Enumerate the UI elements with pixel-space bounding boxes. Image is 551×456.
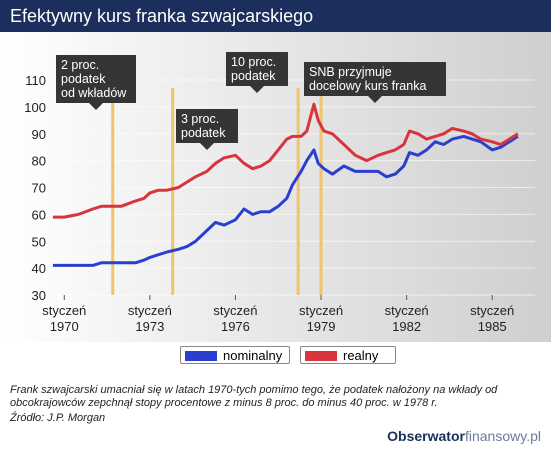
callout-line: SNB przyjmuje: [309, 65, 392, 79]
x-tick-label-year: 1973: [135, 319, 164, 334]
callout-line: 3 proc.: [181, 112, 220, 126]
chart-caption: Frank szwajcarski umacniał się w latach …: [10, 384, 498, 409]
legend-label-nominal: nominalny: [223, 348, 283, 363]
callout-tax-3: 3 proc. podatek: [176, 109, 238, 150]
y-tick-label: 60: [32, 207, 46, 222]
brand-part2: finansowy.pl: [464, 428, 541, 444]
chart-source: Źródło: J.P. Morgan: [10, 412, 106, 424]
x-tick-label-month: styczeń: [299, 303, 343, 318]
x-tick-label-year: 1979: [307, 319, 336, 334]
series-line-nominal: [52, 134, 519, 267]
y-tick-label: 70: [32, 181, 46, 196]
chart-legend: nominalny realny: [180, 346, 420, 366]
x-tick-label-month: styczeń: [213, 303, 257, 318]
callout-line: docelowy kurs franka: [309, 79, 427, 93]
chart-title: Efektywny kurs franka szwajcarskiego: [0, 0, 551, 32]
callout-line: od wkładów: [61, 86, 127, 100]
x-tick-label-year: 1985: [478, 319, 507, 334]
legend-swatch-nominal: [185, 351, 217, 361]
brand-logo: Obserwatorfinansowy.pl: [387, 428, 541, 444]
y-tick-label: 30: [32, 288, 46, 303]
legend-item-real: realny: [300, 346, 396, 364]
y-tick-label: 100: [24, 100, 46, 115]
y-tick-label: 80: [32, 154, 46, 169]
legend-item-nominal: nominalny: [180, 346, 290, 364]
callout-snb: SNB przyjmuje docelowy kurs franka: [304, 62, 446, 103]
callout-line: podatek: [231, 69, 276, 83]
x-tick-label-month: styczeń: [42, 303, 86, 318]
callout-line: 2 proc.: [61, 58, 100, 72]
y-tick-label: 50: [32, 234, 46, 249]
y-tick-label: 90: [32, 127, 46, 142]
callout-line: 10 proc.: [231, 55, 277, 69]
y-tick-label: 110: [25, 73, 46, 88]
x-tick-label-month: styczeń: [470, 303, 514, 318]
x-tick-label-month: styczeń: [385, 303, 429, 318]
callout-tax-10: 10 proc. podatek: [226, 52, 288, 93]
callout-line: podatek: [61, 72, 106, 86]
callout-deposit-tax-2: 2 proc. podatek od wkładów: [56, 55, 136, 110]
legend-label-real: realny: [343, 348, 379, 363]
callout-line: podatek: [181, 126, 226, 140]
x-tick-label-month: styczeń: [128, 303, 172, 318]
brand-part1: Obserwator: [387, 428, 465, 444]
series-line-real: [52, 102, 519, 219]
x-tick-label-year: 1976: [221, 319, 250, 334]
y-tick-label: 40: [32, 261, 46, 276]
x-tick-label-year: 1970: [50, 319, 79, 334]
x-tick-label-year: 1982: [392, 319, 421, 334]
legend-swatch-real: [305, 351, 337, 361]
